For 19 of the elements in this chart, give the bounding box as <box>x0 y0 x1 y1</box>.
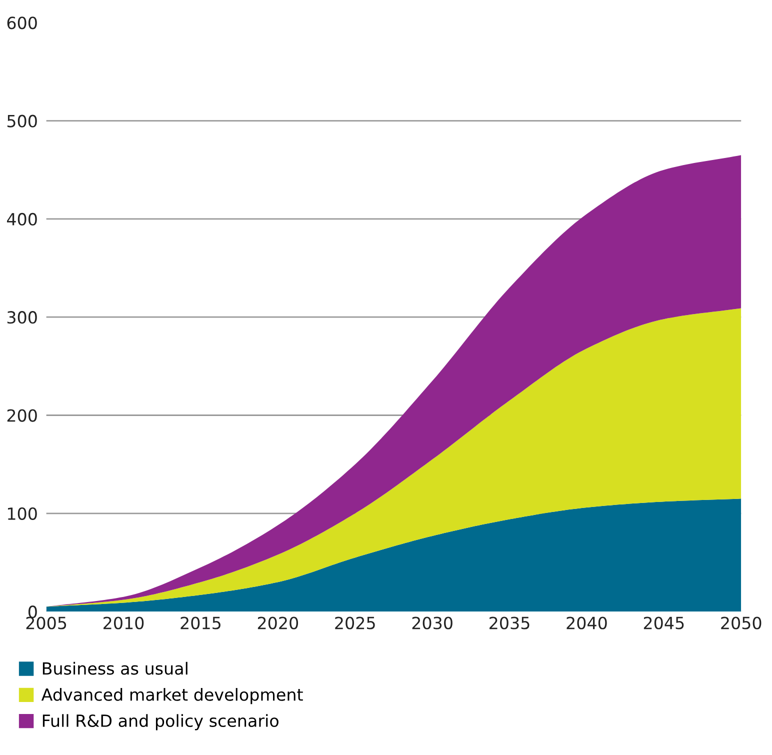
y-tick-label: 200 <box>7 409 37 422</box>
x-tick-label: 2020 <box>258 616 298 630</box>
legend-label: Business as usual <box>42 662 188 675</box>
x-tick-label: 2010 <box>104 616 144 630</box>
x-tick-label: 2050 <box>721 616 762 630</box>
x-tick-label: 2040 <box>566 616 607 630</box>
legend-label: Full R&D and policy scenario <box>42 714 278 730</box>
x-tick-label: 2015 <box>180 616 220 630</box>
y-tick-label: 300 <box>7 311 37 324</box>
x-tick-label: 2030 <box>412 616 452 630</box>
x-tick-label: 2005 <box>26 616 66 630</box>
y-tick-label: 400 <box>6 212 37 226</box>
y-tick-label: 500 <box>7 114 37 128</box>
x-tick-label: 2035 <box>490 616 530 630</box>
legend-label: Advanced market development <box>41 688 303 704</box>
y-tick-label: 100 <box>8 507 37 520</box>
y-tick-label: 600 <box>7 16 37 30</box>
x-tick-label: 2025 <box>335 616 375 630</box>
x-tick-label: 2045 <box>644 616 684 630</box>
